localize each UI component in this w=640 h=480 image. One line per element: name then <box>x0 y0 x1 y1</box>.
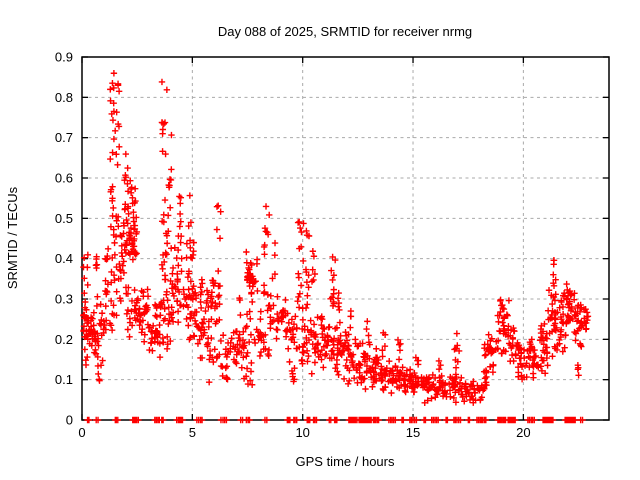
y-axis-label: SRMTID / TECUs <box>5 186 20 289</box>
x-tick-label: 5 <box>189 425 196 440</box>
plot-border <box>81 56 610 421</box>
y-tick-label: 0.8 <box>55 90 73 105</box>
y-tick-label: 0.2 <box>55 332 73 347</box>
y-tick-label: 0 <box>66 413 73 428</box>
x-axis-label: GPS time / hours <box>296 454 395 469</box>
y-tick-label: 0.5 <box>55 211 73 226</box>
y-tick-label: 0.3 <box>55 292 73 307</box>
data-points-layer <box>80 70 592 424</box>
y-tick-label: 0.9 <box>55 50 73 65</box>
y-tick-label: 0.1 <box>55 372 73 387</box>
plot-frame-and-ticks <box>81 56 610 421</box>
gridlines <box>82 57 609 420</box>
x-tick-label: 20 <box>516 425 530 440</box>
x-tick-label: 15 <box>406 425 420 440</box>
x-tick-label: 0 <box>78 425 85 440</box>
scatter-points-srmtid <box>80 70 592 424</box>
y-tick-label: 0.4 <box>55 251 73 266</box>
y-tick-label: 0.7 <box>55 130 73 145</box>
chart-title: Day 088 of 2025, SRMTID for receiver nrm… <box>218 24 472 39</box>
x-tick-label: 10 <box>295 425 309 440</box>
tick-labels: 0 5 10 15 20 0 0.1 0.2 0.3 0.4 0.5 0.6 0.7 0.8 0.9 <box>55 50 531 441</box>
y-tick-label: 0.6 <box>55 171 73 186</box>
